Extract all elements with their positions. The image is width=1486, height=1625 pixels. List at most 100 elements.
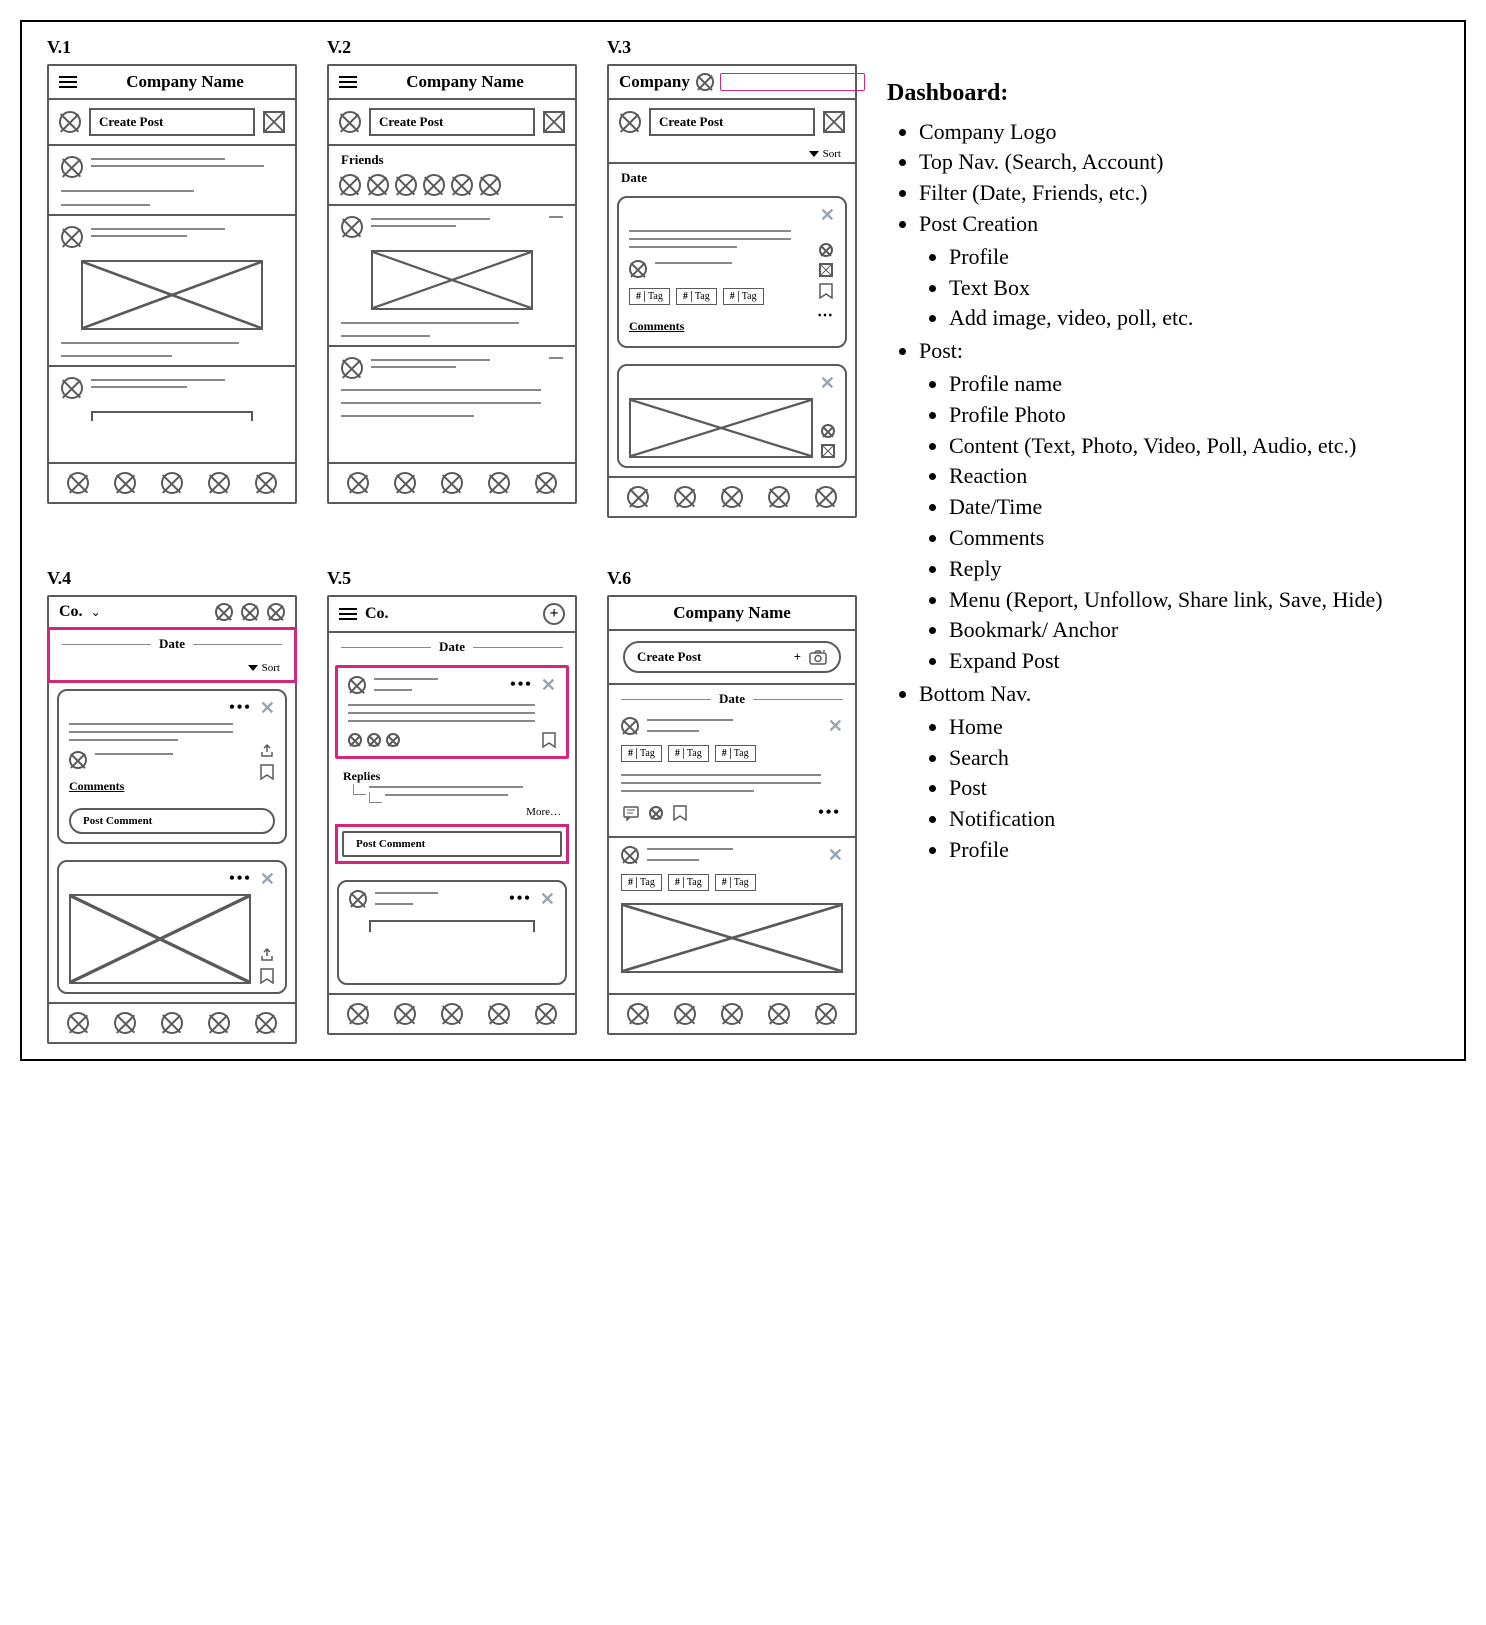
comments-link[interactable]: Comments [69, 775, 251, 798]
share-icon[interactable] [259, 946, 275, 962]
reaction-icon[interactable] [649, 806, 663, 820]
close-icon[interactable]: ✕ [820, 374, 835, 392]
nav-icon[interactable] [488, 1003, 510, 1025]
search-input[interactable] [720, 73, 865, 91]
post-menu-icon[interactable] [549, 357, 563, 359]
more-icon[interactable]: ••• [509, 890, 532, 908]
close-icon[interactable]: ✕ [260, 870, 275, 888]
avatar-icon[interactable] [61, 156, 83, 178]
add-image-icon[interactable] [823, 111, 845, 133]
more-icon[interactable]: ••• [818, 804, 841, 822]
tag-chip[interactable]: #Tag [668, 874, 709, 891]
sort-control[interactable]: Sort [50, 658, 294, 680]
reaction-icon[interactable] [386, 733, 400, 747]
nav-icon[interactable] [67, 472, 89, 494]
nav-icon[interactable] [394, 472, 416, 494]
hamburger-icon[interactable] [339, 608, 357, 620]
nav-icon[interactable] [721, 1003, 743, 1025]
more-icon[interactable]: ••• [510, 676, 533, 694]
header-icon[interactable] [215, 603, 233, 621]
add-image-icon[interactable] [543, 111, 565, 133]
close-icon[interactable]: ✕ [541, 676, 556, 694]
hamburger-icon[interactable] [339, 76, 357, 88]
nav-icon[interactable] [255, 1012, 277, 1034]
bookmark-icon[interactable] [260, 968, 274, 984]
reaction-icon[interactable] [348, 733, 362, 747]
nav-icon[interactable] [67, 1012, 89, 1034]
close-icon[interactable]: ✕ [820, 206, 835, 224]
header-icon[interactable] [241, 603, 259, 621]
more-link[interactable]: More… [329, 806, 575, 822]
more-icon[interactable]: ••• [229, 870, 252, 888]
nav-icon[interactable] [255, 472, 277, 494]
bookmark-icon[interactable] [673, 805, 687, 821]
create-post-input[interactable]: Create Post [649, 108, 815, 136]
nav-icon[interactable] [114, 1012, 136, 1034]
hamburger-icon[interactable] [59, 76, 77, 88]
post-comment-input[interactable]: Post Comment [342, 831, 562, 857]
nav-icon[interactable] [815, 1003, 837, 1025]
tag-chip[interactable]: #Tag [621, 874, 662, 891]
avatar-icon[interactable] [621, 717, 639, 735]
close-icon[interactable]: ✕ [828, 846, 843, 864]
avatar-icon[interactable] [341, 216, 363, 238]
tag-chip[interactable]: #Tag [715, 745, 756, 762]
avatar-icon[interactable] [349, 890, 367, 908]
friend-avatar[interactable] [367, 174, 389, 196]
friend-avatar[interactable] [423, 174, 445, 196]
reaction-icon[interactable] [367, 733, 381, 747]
nav-icon[interactable] [114, 472, 136, 494]
nav-icon[interactable] [627, 486, 649, 508]
post-menu-icon[interactable] [549, 216, 563, 218]
avatar-icon[interactable] [696, 73, 714, 91]
tag-chip[interactable]: #Tag [668, 745, 709, 762]
create-post-pill[interactable]: Create Post + [623, 641, 841, 673]
avatar-icon[interactable] [629, 260, 647, 278]
nav-icon[interactable] [161, 1012, 183, 1034]
friend-avatar[interactable] [395, 174, 417, 196]
nav-icon[interactable] [768, 486, 790, 508]
nav-icon[interactable] [208, 472, 230, 494]
add-image-icon[interactable] [263, 111, 285, 133]
close-icon[interactable]: ✕ [540, 890, 555, 908]
nav-icon[interactable] [488, 472, 510, 494]
nav-icon[interactable] [347, 472, 369, 494]
nav-icon[interactable] [815, 486, 837, 508]
header-icon[interactable] [267, 603, 285, 621]
avatar-icon[interactable] [339, 111, 361, 133]
nav-icon[interactable] [347, 1003, 369, 1025]
nav-icon[interactable] [535, 472, 557, 494]
nav-icon[interactable] [208, 1012, 230, 1034]
avatar-icon[interactable] [348, 676, 366, 694]
tag-chip[interactable]: #Tag [629, 288, 670, 305]
avatar-icon[interactable] [621, 846, 639, 864]
add-icon[interactable]: + [543, 603, 565, 625]
reaction-icon[interactable] [819, 243, 833, 257]
nav-icon[interactable] [768, 1003, 790, 1025]
friend-avatar[interactable] [339, 174, 361, 196]
avatar-icon[interactable] [341, 357, 363, 379]
tag-chip[interactable]: #Tag [676, 288, 717, 305]
nav-icon[interactable] [721, 486, 743, 508]
nav-icon[interactable] [441, 1003, 463, 1025]
tag-chip[interactable]: #Tag [715, 874, 756, 891]
nav-icon[interactable] [627, 1003, 649, 1025]
more-icon[interactable]: ⋯ [817, 305, 835, 325]
friend-avatar[interactable] [451, 174, 473, 196]
tag-chip[interactable]: #Tag [723, 288, 764, 305]
image-icon[interactable] [819, 263, 833, 277]
avatar-icon[interactable] [61, 226, 83, 248]
avatar-icon[interactable] [69, 751, 87, 769]
chevron-down-icon[interactable]: ⌄ [91, 605, 101, 620]
avatar-icon[interactable] [619, 111, 641, 133]
nav-icon[interactable] [161, 472, 183, 494]
bookmark-icon[interactable] [819, 283, 833, 299]
comments-link[interactable]: Comments [629, 315, 809, 338]
nav-icon[interactable] [394, 1003, 416, 1025]
comment-icon[interactable] [623, 805, 639, 821]
avatar-icon[interactable] [61, 377, 83, 399]
nav-icon[interactable] [674, 1003, 696, 1025]
close-icon[interactable]: ✕ [260, 699, 275, 717]
nav-icon[interactable] [535, 1003, 557, 1025]
image-icon[interactable] [821, 444, 835, 458]
